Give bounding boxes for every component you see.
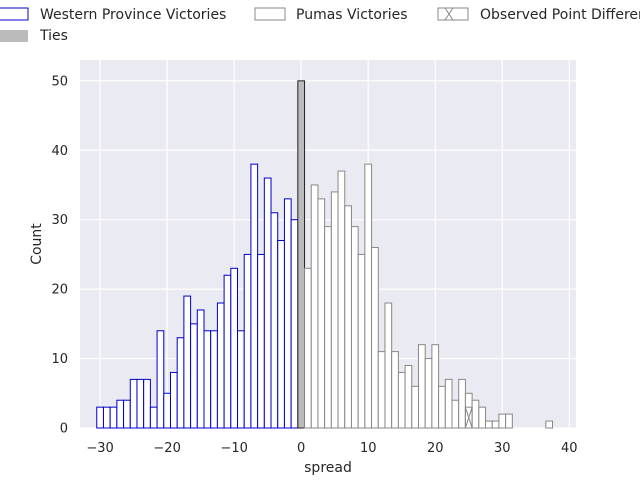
bar-pumas xyxy=(411,385,419,429)
bar-western-province xyxy=(123,399,131,429)
y-tick-label: 10 xyxy=(51,352,68,367)
x-tick-label: −10 xyxy=(220,441,247,456)
bar-hatch-observed xyxy=(464,407,473,429)
bar-pumas xyxy=(471,399,480,429)
bar-pumas xyxy=(310,184,319,429)
bar-western-province xyxy=(169,371,178,429)
legend-swatch-pumas xyxy=(254,7,286,21)
bar-western-province xyxy=(263,177,272,429)
bar-pumas xyxy=(444,378,453,429)
bar-western-province xyxy=(102,406,111,429)
x-tick-label: 10 xyxy=(360,441,377,456)
legend-label-ties: Ties xyxy=(39,28,68,44)
x-tick-labels: −30 −20 −10 0 10 20 30 40 xyxy=(86,441,577,456)
bar-pumas xyxy=(478,406,487,429)
bar-western-province xyxy=(129,378,138,429)
y-axis-label: Count xyxy=(29,223,45,265)
legend-label-pumas: Pumas Victories xyxy=(296,7,408,23)
bars-layer xyxy=(96,80,554,429)
y-tick-label: 20 xyxy=(51,283,68,298)
bar-pumas xyxy=(391,351,399,429)
bar-pumas xyxy=(330,191,339,429)
x-tick-label: −20 xyxy=(153,441,180,456)
bar-pumas xyxy=(498,413,507,429)
bar-observed xyxy=(464,406,473,429)
bar-pumas xyxy=(364,163,373,429)
bar-western-province xyxy=(283,198,292,429)
bar-western-province xyxy=(116,399,125,429)
bar-western-province xyxy=(277,240,285,429)
bar-pumas xyxy=(417,344,426,429)
bar-western-province xyxy=(216,302,225,429)
bar-western-province xyxy=(96,406,104,429)
bar-pumas xyxy=(337,170,346,429)
bar-western-province xyxy=(290,219,299,429)
bar-western-province xyxy=(257,253,265,429)
legend-item-western-province-victories: Western Province Victories xyxy=(0,7,226,23)
y-tick-label: 40 xyxy=(51,144,68,159)
x-tick-label: 0 xyxy=(297,441,305,456)
bar-western-province xyxy=(223,274,232,429)
legend-label-western: Western Province Victories xyxy=(40,7,226,23)
bar-western-province xyxy=(237,330,245,429)
bar-pumas xyxy=(485,420,493,429)
legend-item-ties: Ties xyxy=(0,28,68,44)
bar-western-province xyxy=(250,163,259,429)
bar-western-province xyxy=(163,392,171,429)
legend-swatch-ties xyxy=(0,30,28,42)
bar-western-province xyxy=(149,406,158,429)
bar-western-province xyxy=(183,295,192,429)
x-tick-label: 40 xyxy=(561,441,578,456)
y-tick-labels: 0 10 20 30 40 50 xyxy=(51,74,68,436)
bar-pumas xyxy=(491,420,500,429)
legend: Western Province Victories Ties Pumas Vi… xyxy=(0,7,640,44)
legend-hatch-observed xyxy=(444,7,454,21)
bar-pumas xyxy=(438,385,446,429)
bar-pumas xyxy=(350,226,359,429)
x-tick-label: 20 xyxy=(427,441,444,456)
bar-western-province xyxy=(270,212,279,429)
bar-pumas xyxy=(431,344,440,429)
bar-western-province xyxy=(109,406,118,429)
bar-pumas xyxy=(505,413,513,429)
legend-item-observed-point-difference: Observed Point Differen xyxy=(437,7,640,23)
bar-western-province xyxy=(136,378,145,429)
bar-western-province xyxy=(196,309,205,429)
bar-western-province xyxy=(243,253,252,429)
bar-pumas xyxy=(344,205,352,429)
bar-western-province xyxy=(143,378,151,429)
bar-pumas xyxy=(451,399,460,429)
bar-pumas xyxy=(404,365,413,429)
bar-pumas xyxy=(377,351,386,429)
bar-western-province xyxy=(203,330,212,429)
x-tick-label: 30 xyxy=(494,441,511,456)
bar-western-province xyxy=(190,323,198,429)
x-axis-label: spread xyxy=(304,460,352,476)
legend-swatch-observed xyxy=(437,7,469,21)
bar-western-province xyxy=(210,330,218,429)
bar-pumas xyxy=(458,378,466,429)
bar-pumas xyxy=(384,302,393,429)
bar-pumas xyxy=(317,198,326,429)
legend-label-observed: Observed Point Differen xyxy=(480,7,640,23)
bar-pumas xyxy=(357,253,366,429)
bar-western-province xyxy=(230,267,239,429)
bar-western-province xyxy=(176,337,185,429)
bar-pumas xyxy=(397,371,406,429)
bar-pumas xyxy=(424,358,433,429)
legend-swatch-western xyxy=(0,7,29,21)
x-tick-label: −30 xyxy=(86,441,113,456)
y-tick-label: 0 xyxy=(60,422,68,437)
bar-pumas xyxy=(371,246,379,429)
bar-pumas xyxy=(545,420,554,429)
bar-western-province xyxy=(156,330,165,429)
bar-pumas xyxy=(324,226,332,429)
bar-pumas xyxy=(304,267,312,429)
legend-item-pumas-victories: Pumas Victories xyxy=(254,7,408,23)
y-tick-label: 50 xyxy=(51,74,68,89)
bar-ties xyxy=(297,80,306,429)
y-tick-label: 30 xyxy=(51,213,68,228)
